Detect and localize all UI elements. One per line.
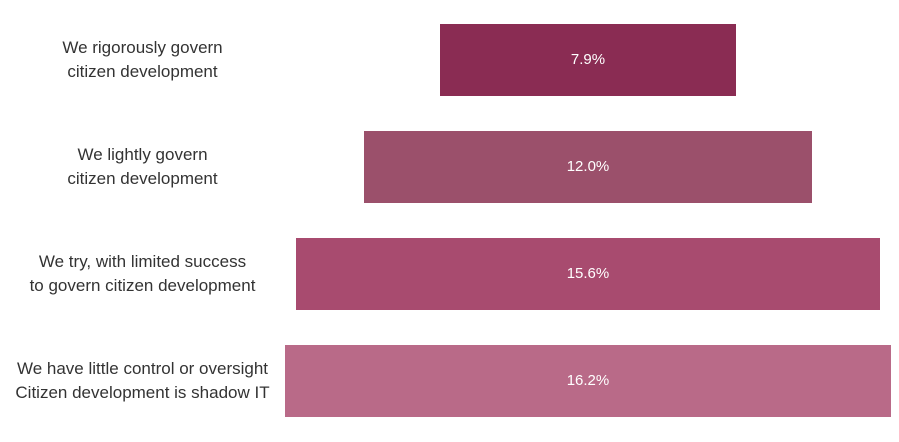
category-label-1: We rigorously govern citizen development <box>62 38 223 81</box>
category-label-4: We have little control or oversight Citi… <box>15 359 270 402</box>
bar-value-label-1: 7.9% <box>570 51 606 68</box>
bar-3 <box>296 238 880 310</box>
bar-4 <box>285 345 891 417</box>
bar-1 <box>440 24 736 96</box>
bar-value-label-2: 12.0% <box>566 158 610 175</box>
category-label-3: We try, with limited success to govern c… <box>29 252 256 295</box>
bar-value-label-3: 15.6% <box>566 265 610 282</box>
bar-2 <box>363 131 813 203</box>
bar-value-label-4: 16.2% <box>566 372 610 389</box>
category-label-2: We lightly govern citizen development <box>67 145 218 188</box>
